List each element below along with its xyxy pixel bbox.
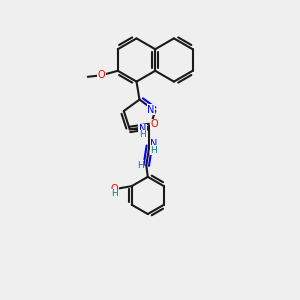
Text: N: N (150, 140, 158, 149)
Text: H: H (150, 146, 157, 155)
Text: H: H (139, 130, 146, 139)
Text: N: N (147, 104, 154, 115)
Text: O: O (111, 184, 119, 194)
Text: H: H (111, 189, 118, 198)
Text: O: O (151, 119, 158, 129)
Text: O: O (98, 70, 105, 80)
Text: N: N (139, 124, 146, 134)
Text: H: H (137, 161, 144, 170)
